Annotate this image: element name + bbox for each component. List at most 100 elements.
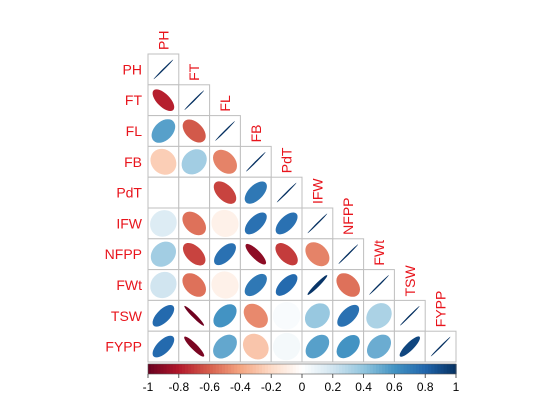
cell-IFW-IFW [301,207,334,240]
cell-FWt-FL [209,269,241,301]
ellipse-FT-PH [152,89,175,112]
ellipse-TSW-TSW [399,305,420,326]
ellipse-FL-FL [215,121,235,141]
cell-FWt-FB [239,269,272,301]
ellipse-TSW-FWt [366,303,392,329]
cell-FWt-NFPP [332,269,365,301]
cell-IFW-FT [178,207,211,240]
ellipse-TSW-NFPP [337,304,360,327]
col-label-PdT: PdT [279,147,295,173]
cell-FYPP-PH [147,330,180,363]
cell-FB-FB [239,145,272,178]
col-label-TSW: TSW [402,265,418,297]
cell-FL-FT [178,115,211,147]
ellipse-TSW-FL [213,304,237,328]
cell-TSW-FL [209,299,241,332]
colorbar-tick-label: -1 [143,380,154,394]
cell-FT-FT [178,84,211,117]
ellipse-PdT-FB [244,181,267,204]
colorbar-tick-label: 0 [299,380,306,394]
cell-FB-PH [147,145,180,178]
cell-FYPP-FWt [363,330,395,363]
colorbar-tick-label: 0.8 [417,380,434,394]
cell-TSW-IFW [301,299,334,332]
row-label-TSW: TSW [111,308,143,324]
ellipse-FYPP-NFPP [336,335,360,359]
col-label-FWt: FWt [371,240,387,266]
cell-TSW-FT [178,299,211,332]
colorbar-tick-label: -0.4 [230,380,251,394]
ellipse-FYPP-FYPP [430,336,451,357]
ellipse-FWt-PH [150,271,177,299]
ellipse-TSW-PdT [272,302,301,330]
cell-TSW-PdT [270,299,303,332]
ellipse-NFPP-PdT [275,243,298,266]
ellipse-NFPP-NFPP [338,244,359,265]
cell-FB-FT [178,145,211,178]
ellipse-FYPP-PdT [272,332,301,361]
cell-IFW-PH [147,207,180,240]
column-labels: PH FT FL FB PdT IFW NFPP FWt TSW FYPP [155,31,448,328]
ellipse-FB-PH [150,148,177,175]
colorbar-tick-label: -0.6 [199,380,220,394]
ellipse-PdT-PH [149,178,178,207]
col-label-PH: PH [155,31,171,50]
ellipse-FB-FB [245,151,266,172]
ellipse-IFW-PdT [275,212,298,235]
ellipse-FYPP-FT [184,336,205,357]
ellipse-FWt-FT [182,273,207,297]
cell-NFPP-FL [209,238,241,271]
row-label-FL: FL [126,123,143,139]
ellipse-FYPP-FL [213,334,237,359]
ellipse-FWt-PdT [275,274,298,296]
ellipse-FWt-FB [244,273,267,297]
cell-FL-PH [147,115,180,147]
colorbar-tick-label: 0.4 [355,380,372,394]
cell-FYPP-FYPP [424,330,457,363]
ellipse-PdT-FT [180,178,209,207]
ellipse-TSW-PH [152,304,175,327]
cell-FL-FL [209,115,241,147]
cell-TSW-PH [147,299,180,332]
ellipse-NFPP-FL [214,243,236,266]
cell-IFW-FB [239,207,272,240]
col-label-FYPP: FYPP [433,291,449,328]
ellipse-FWt-FWt [369,275,389,295]
cell-FYPP-TSW [393,330,426,363]
cell-FYPP-NFPP [332,330,365,363]
ellipse-NFPP-FT [182,242,206,266]
colorbar-tick-label: 1 [453,380,460,394]
cell-NFPP-FB [239,238,272,271]
ellipse-FWt-FL [211,271,239,299]
colorbar-tick-label: -0.2 [261,380,282,394]
ellipse-NFPP-PH [150,241,176,267]
cell-FWt-FT [178,269,211,301]
cell-NFPP-FT [178,238,211,271]
col-label-FL: FL [217,95,233,112]
ellipse-IFW-FL [211,209,239,237]
cell-PdT-PH [147,176,180,209]
ellipse-FWt-IFW [307,275,328,295]
cell-FWt-PdT [270,269,303,301]
cell-FB-FL [209,145,241,178]
cell-TSW-NFPP [332,299,365,332]
row-label-FT: FT [125,92,143,108]
row-label-IFW: IFW [116,215,142,231]
cell-PdT-PdT [270,176,303,209]
cell-FYPP-FB [239,330,272,363]
colorbar-tick-label: -0.8 [168,380,189,394]
row-label-PdT: PdT [116,185,142,201]
ellipse-FYPP-FWt [366,334,392,359]
ellipse-FT-FT [184,90,205,111]
cell-NFPP-NFPP [332,238,365,271]
ellipse-FYPP-FB [242,333,269,360]
row-labels: PH FT FL FB PdT IFW NFPP FWt TSW FYPP [105,61,143,354]
ellipse-FL-FT [182,119,206,143]
ellipse-IFW-IFW [307,213,328,234]
ellipse-TSW-FT [184,305,205,326]
cell-NFPP-IFW [301,238,334,271]
ellipse-TSW-IFW [304,303,330,329]
ellipse-FYPP-PH [152,335,175,358]
cell-FYPP-FT [178,330,211,363]
cell-PdT-FB [239,176,272,209]
